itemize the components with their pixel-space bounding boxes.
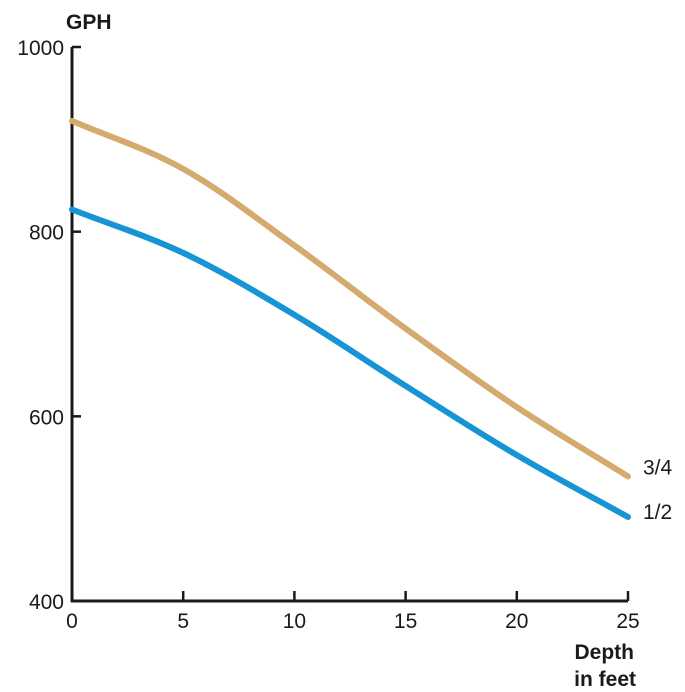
x-axis-title-line-2: in feet — [574, 668, 636, 691]
ticks: 400 600 800 1000 0 5 10 15 20 25 — [17, 37, 639, 633]
series-group: 3/4 1/2 — [69, 117, 673, 524]
x-tick-label: 5 — [177, 610, 189, 633]
x-tick-label: 10 — [283, 610, 306, 633]
series-line-0 — [69, 117, 631, 480]
y-tick-label: 800 — [29, 222, 64, 245]
y-tick-label: 600 — [29, 406, 64, 429]
x-tick-label: 15 — [394, 610, 417, 633]
series-line-1 — [69, 206, 631, 520]
series-label: 3/4 — [643, 456, 673, 479]
x-tick-label: 20 — [505, 610, 528, 633]
y-tick-label: 400 — [29, 591, 64, 614]
series-label: 1/2 — [643, 501, 672, 524]
y-axis-title: GPH — [66, 11, 112, 34]
y-tick-label: 1000 — [17, 37, 64, 60]
x-tick-label: 0 — [66, 610, 78, 633]
axes — [70, 47, 628, 603]
x-axis-title-line-1: Depth — [575, 641, 635, 664]
x-tick-label: 25 — [616, 610, 639, 633]
